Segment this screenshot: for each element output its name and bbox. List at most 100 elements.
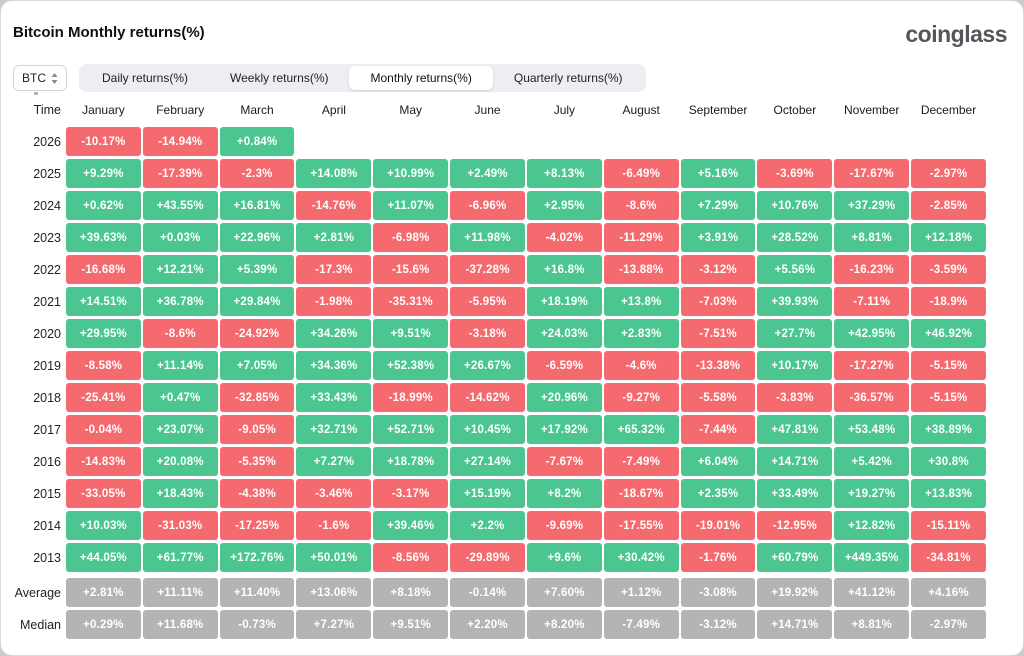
cell-2022-april: -17.3% (296, 255, 372, 284)
cell-2018-december: -5.15% (911, 383, 986, 412)
cell-2016-september: +6.04% (680, 447, 756, 476)
cell-average-january: +2.81% (66, 578, 141, 607)
cell-median-may: +9.51% (373, 610, 449, 639)
cell-2013-february: +61.77% (142, 543, 218, 572)
cell-2021-february: +36.78% (142, 287, 218, 316)
cell-2021-july: +18.19% (526, 287, 602, 316)
cell-2015-january: -33.05% (66, 479, 141, 508)
row-label-2023: 2023 (33, 230, 61, 245)
cell-2025-february: -17.39% (142, 159, 218, 188)
cell-average-december: +4.16% (911, 578, 986, 607)
cell-2018-november: -36.57% (834, 383, 910, 412)
row-label-average: Average (14, 585, 61, 600)
cell-2017-august: +65.32% (603, 415, 679, 444)
column-header-june: June (474, 103, 501, 117)
cell-2025-july: +8.13% (526, 159, 602, 188)
cell-2013-july: +9.6% (526, 543, 602, 572)
cell-2016-october: +14.71% (757, 447, 833, 476)
cell-2025-november: -17.67% (834, 159, 910, 188)
cell-2026-may (373, 127, 448, 156)
cell-2017-november: +53.48% (834, 415, 910, 444)
cell-2019-may: +52.38% (373, 351, 449, 380)
cell-2021-august: +13.8% (603, 287, 679, 316)
table-row-2016: 2016 -14.83% +20.08% -5.35% +7.27% +18.78% +27… (13, 447, 986, 476)
column-header-april: April (321, 103, 346, 117)
cell-2020-june: -3.18% (450, 319, 525, 348)
cell-2015-february: +18.43% (142, 479, 218, 508)
cell-median-february: +11.68% (142, 610, 218, 639)
cell-2022-january: -16.68% (66, 255, 141, 284)
table-row-2020: 2020 +29.95% -8.6% -24.92% +34.26% +9.51% -3.1… (13, 319, 986, 348)
table-row-2023: 2023 +39.63% +0.03% +22.96% +2.81% -6.98% +11.… (13, 223, 986, 252)
cell-2023-january: +39.63% (66, 223, 141, 252)
cell-2015-november: +19.27% (834, 479, 910, 508)
cell-2014-january: +10.03% (66, 511, 141, 540)
cell-median-september: -3.12% (680, 610, 756, 639)
cell-2024-february: +43.55% (142, 191, 218, 220)
cell-2024-june: -6.96% (450, 191, 525, 220)
cell-2022-june: -37.28% (450, 255, 525, 284)
months-header-row: Time January February March April May June Jul… (13, 101, 986, 119)
cell-2017-april: +32.71% (296, 415, 372, 444)
cell-2024-september: +7.29% (680, 191, 756, 220)
table-row-2021: 2021 +14.51% +36.78% +29.84% -1.98% -35.31% -5… (13, 287, 986, 316)
cell-2014-march: -17.25% (219, 511, 295, 540)
cell-2022-august: -13.88% (603, 255, 679, 284)
cell-2024-january: +0.62% (66, 191, 141, 220)
cell-2019-september: -13.38% (680, 351, 756, 380)
cell-2018-january: -25.41% (66, 383, 141, 412)
cell-2023-april: +2.81% (296, 223, 372, 252)
cell-2026-december (911, 127, 986, 156)
cell-2013-january: +44.05% (66, 543, 141, 572)
cell-2024-march: +16.81% (219, 191, 295, 220)
cell-average-april: +13.06% (296, 578, 372, 607)
cell-2015-april: -3.46% (296, 479, 372, 508)
symbol-select[interactable]: BTC (13, 65, 67, 91)
cell-median-october: +14.71% (757, 610, 833, 639)
cell-2018-february: +0.47% (142, 383, 218, 412)
cell-2014-october: -12.95% (757, 511, 833, 540)
cell-2016-june: +27.14% (450, 447, 525, 476)
tab-weekly-returns[interactable]: Weekly returns(%) (230, 71, 329, 85)
updown-icon (51, 72, 58, 84)
symbol-indicator-dot (34, 92, 38, 95)
tab-monthly-returns[interactable]: Monthly returns(%) (349, 66, 493, 90)
cell-2017-may: +52.71% (373, 415, 449, 444)
cell-2018-june: -14.62% (450, 383, 525, 412)
cell-2020-august: +2.83% (603, 319, 679, 348)
cell-2020-january: +29.95% (66, 319, 141, 348)
cell-2022-july: +16.8% (526, 255, 602, 284)
cell-2026-july (527, 127, 602, 156)
tab-daily-returns[interactable]: Daily returns(%) (102, 71, 189, 85)
row-label-2021: 2021 (33, 294, 61, 309)
cell-2022-march: +5.39% (219, 255, 295, 284)
cell-2020-october: +27.7% (757, 319, 833, 348)
cell-2026-march: +0.84% (219, 127, 295, 156)
table-row-2025: 2025 +9.29% -17.39% -2.3% +14.08% +10.99% +2.4… (13, 159, 986, 188)
cell-2013-september: -1.76% (680, 543, 756, 572)
row-label-2016: 2016 (33, 454, 61, 469)
column-header-october: October (773, 103, 817, 117)
row-label-2026: 2026 (33, 134, 61, 149)
cell-2023-november: +8.81% (834, 223, 910, 252)
cell-2026-april (296, 127, 371, 156)
cell-2026-september (681, 127, 756, 156)
cell-2026-august (604, 127, 679, 156)
tab-quarterly-returns[interactable]: Quarterly returns(%) (513, 71, 623, 85)
cell-2021-june: -5.95% (450, 287, 525, 316)
cell-average-august: +1.12% (603, 578, 679, 607)
cell-2016-february: +20.08% (142, 447, 218, 476)
cell-2023-may: -6.98% (373, 223, 449, 252)
cell-2020-february: -8.6% (142, 319, 218, 348)
cell-2025-may: +10.99% (373, 159, 449, 188)
row-label-2019: 2019 (33, 358, 61, 373)
cell-2024-october: +10.76% (757, 191, 833, 220)
column-header-september: September (688, 103, 748, 117)
cell-2021-november: -7.11% (834, 287, 910, 316)
returns-tabbar: Daily returns(%) Weekly returns(%) Monthly… (79, 64, 646, 92)
cell-2021-march: +29.84% (219, 287, 295, 316)
cell-2024-april: -14.76% (296, 191, 372, 220)
cell-2019-february: +11.14% (142, 351, 218, 380)
column-header-november: November (844, 103, 900, 117)
cell-2022-november: -16.23% (834, 255, 910, 284)
